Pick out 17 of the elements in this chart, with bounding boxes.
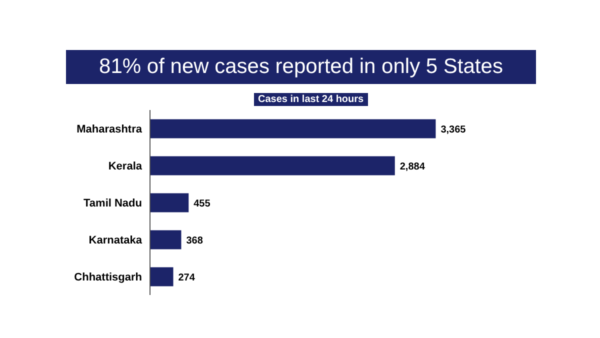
y-tick-label: Karnataka (88, 234, 143, 246)
bar (150, 267, 174, 286)
y-tick-label: Chhattisgarh (74, 271, 142, 284)
y-tick-label: Maharashtra (76, 123, 143, 136)
data-label: 368 (186, 235, 204, 246)
bar (150, 193, 189, 212)
y-tick-label: Tamil Nadu (84, 197, 142, 210)
data-label: 455 (194, 198, 211, 210)
y-tick-label: Kerala (108, 160, 143, 172)
chart-subtitle: Cases in last 24 hours (254, 93, 368, 106)
data-label: 274 (178, 272, 196, 284)
data-label: 3,365 (440, 124, 466, 136)
chart-title: 81% of new cases reported in only 5 States (66, 50, 536, 84)
bar (150, 119, 436, 138)
data-label: 2,884 (400, 161, 426, 172)
bar (150, 230, 182, 250)
bar (150, 156, 395, 176)
